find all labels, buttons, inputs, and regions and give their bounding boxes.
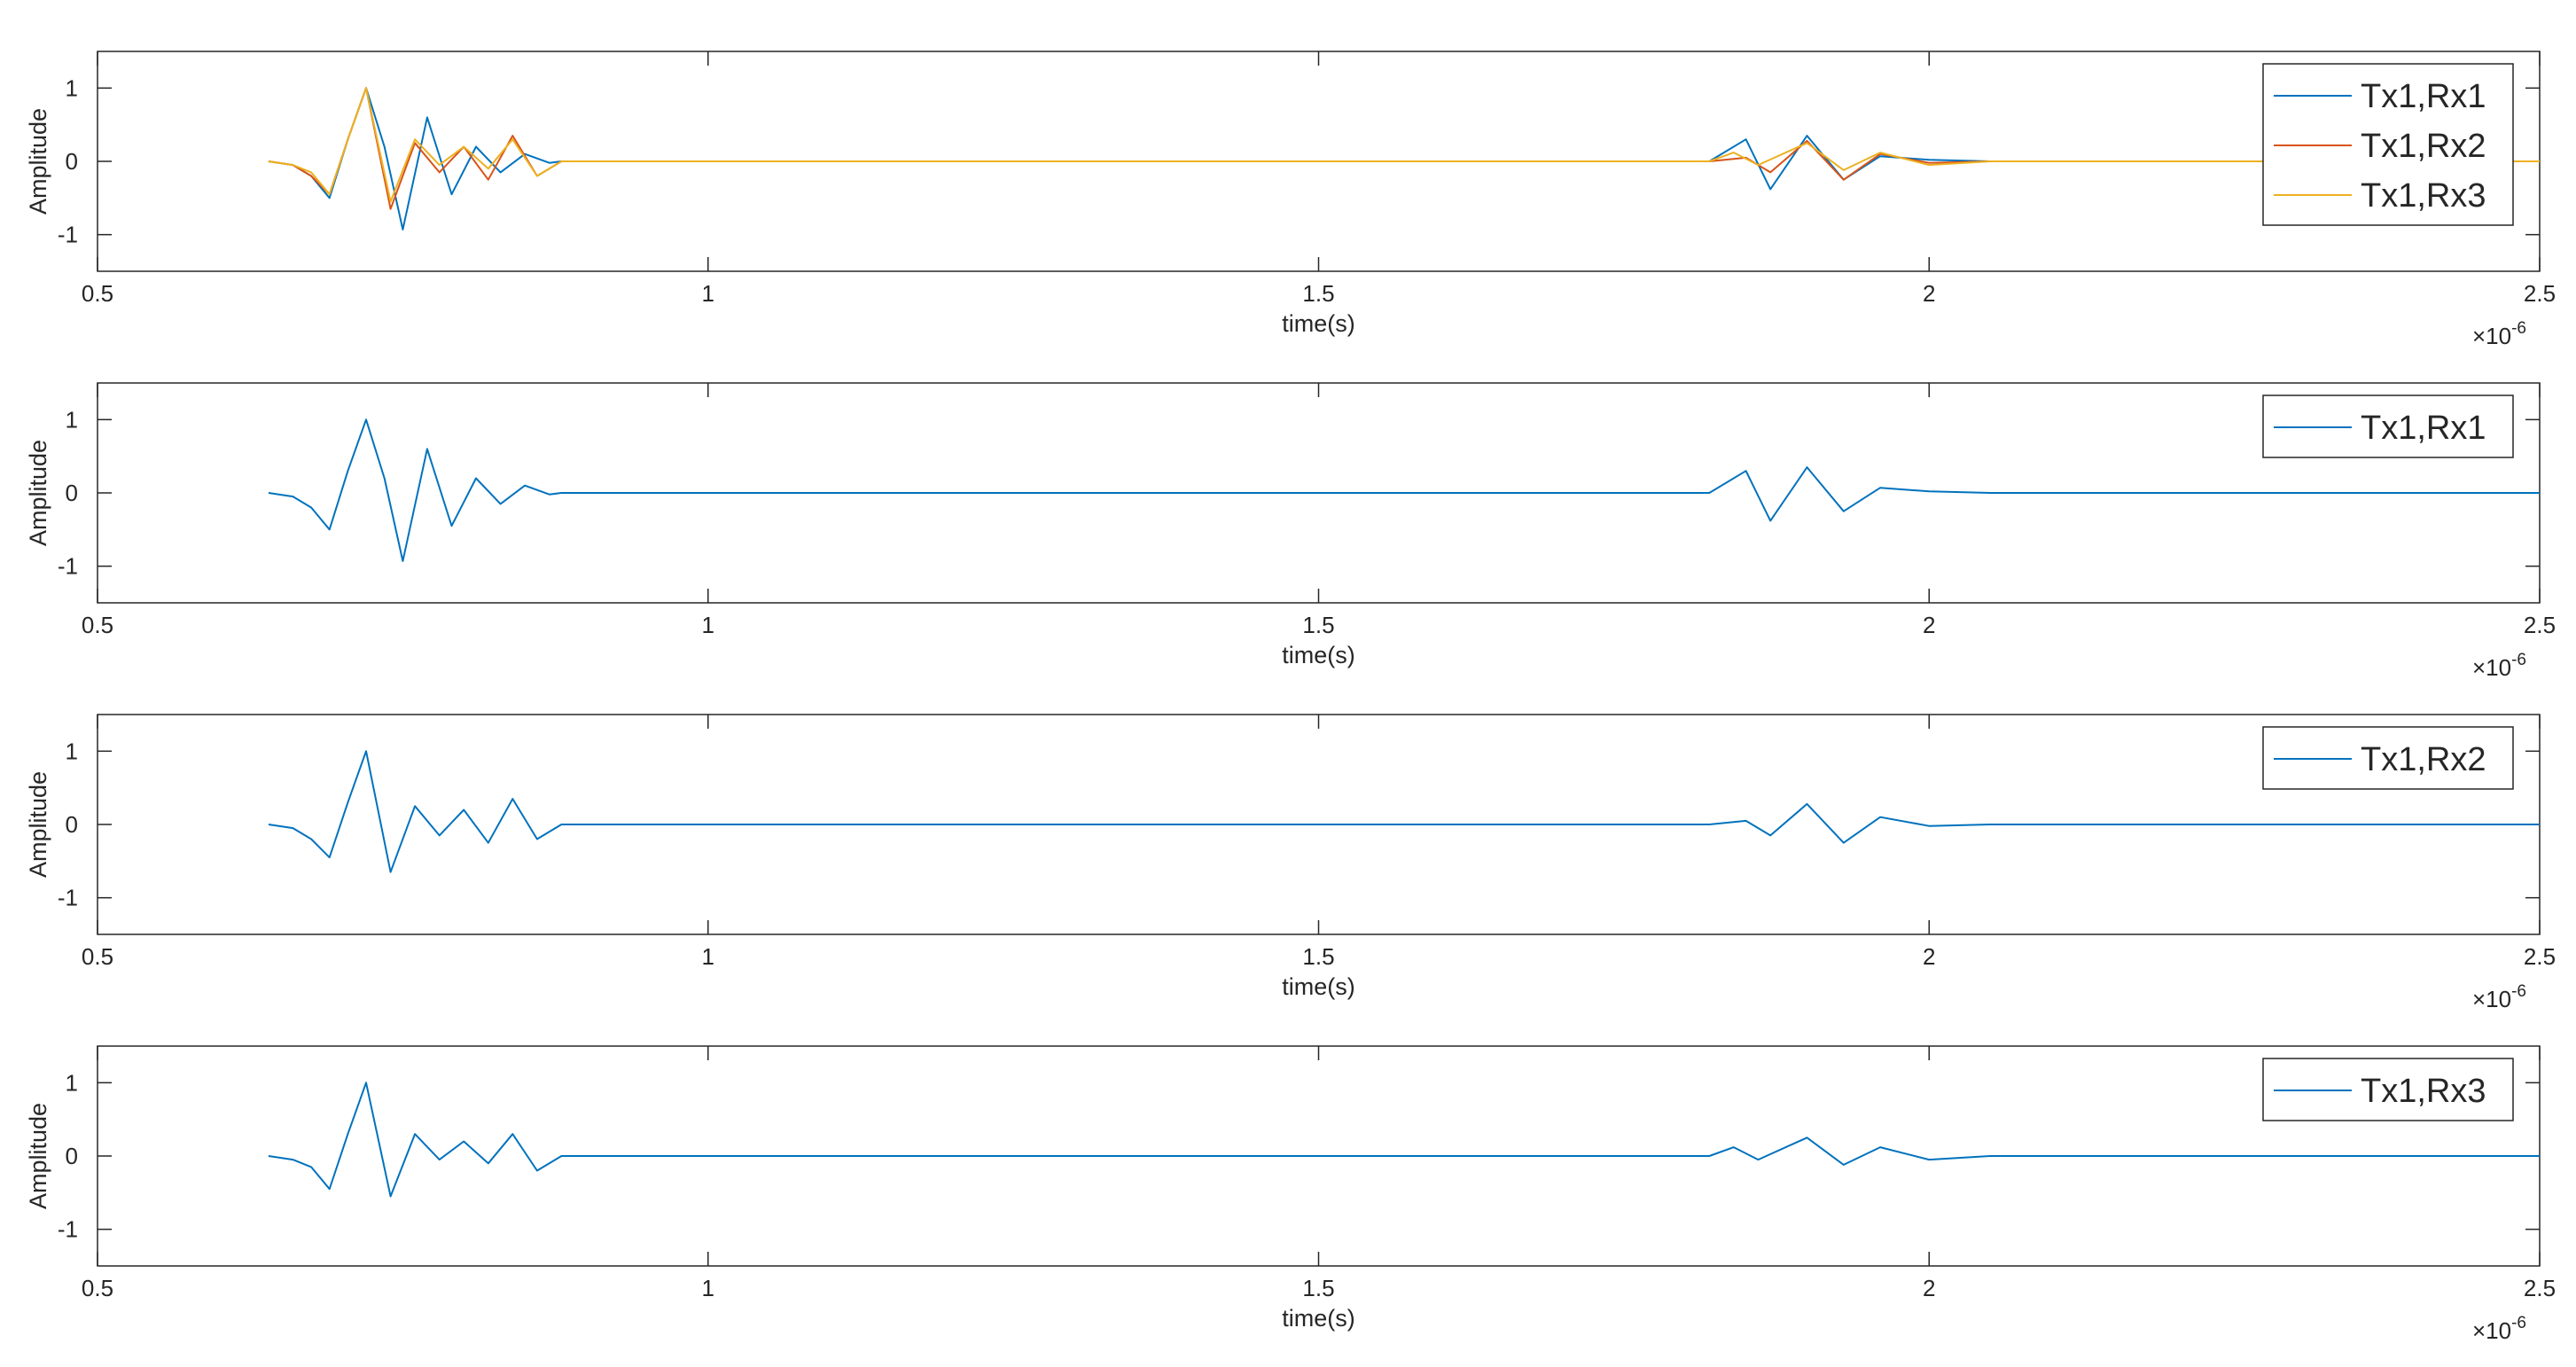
y-tick-label: -1 — [58, 885, 78, 911]
legend: Tx1,Rx3 — [2262, 1058, 2514, 1121]
x-tick-label: 2 — [1923, 612, 1935, 638]
y-tick-label: 1 — [66, 406, 78, 433]
series-line-1 — [268, 750, 2540, 873]
x-tick-label: 1 — [702, 280, 714, 307]
chart-panel-2: 0.5 1 1.5 2 2.5 -1 0 1 time(s) Amplitude ×10-6 Tx1,… — [25, 382, 2556, 681]
x-tick-label: 1 — [702, 612, 714, 638]
x-tick-label: 0.5 — [82, 612, 113, 638]
legend-label: Tx1,Rx1 — [2361, 410, 2486, 447]
x-axis-label: time(s) — [1282, 642, 1355, 668]
x-exponent-label: ×10-6 — [2472, 319, 2526, 349]
legend-label: Tx1,Rx2 — [2361, 128, 2486, 165]
y-axis-label: Amplitude — [25, 108, 51, 215]
legend-label: Tx1,Rx1 — [2361, 78, 2486, 115]
y-tick-label: -1 — [58, 553, 78, 580]
y-tick-label: 0 — [66, 811, 78, 838]
y-tick-label: 0 — [66, 480, 78, 506]
x-tick-label: 1.5 — [1302, 1275, 1334, 1301]
series-line-1 — [268, 1082, 2540, 1198]
x-axis-label: time(s) — [1282, 1305, 1355, 1332]
x-tick-label: 2.5 — [2524, 612, 2556, 638]
x-exponent-label: ×10-6 — [2472, 1314, 2526, 1344]
y-tick-label: -1 — [58, 222, 78, 248]
x-tick-label: 2.5 — [2524, 280, 2556, 307]
chart-panel-4: 0.5 1 1.5 2 2.5 -1 0 1 time(s) Amplitude ×10-6 Tx1,… — [25, 1045, 2556, 1344]
x-tick-label: 1.5 — [1302, 943, 1334, 970]
legend-label: Tx1,Rx3 — [2361, 1073, 2486, 1110]
legend-label: Tx1,Rx3 — [2361, 177, 2486, 215]
y-axis-label: Amplitude — [25, 440, 51, 546]
y-tick-label: 1 — [66, 1069, 78, 1096]
x-tick-label: 1 — [702, 1275, 714, 1301]
y-tick-label: 0 — [66, 1143, 78, 1169]
x-tick-label: 2.5 — [2524, 1275, 2556, 1301]
legend: Tx1,Rx2 — [2262, 726, 2514, 790]
x-axis-label: time(s) — [1282, 973, 1355, 1000]
x-exponent-label: ×10-6 — [2472, 651, 2526, 681]
y-tick-label: -1 — [58, 1216, 78, 1243]
x-tick-label: 2 — [1923, 1275, 1935, 1301]
x-tick-label: 1.5 — [1302, 612, 1334, 638]
x-tick-label: 1 — [702, 943, 714, 970]
x-tick-label: 2 — [1923, 280, 1935, 307]
chart-panel-1: 0.5 1 1.5 2 2.5 -1 0 1 time(s) Amplitude ×10-6 Tx1,… — [25, 51, 2556, 349]
x-tick-label: 0.5 — [82, 280, 113, 307]
x-tick-label: 0.5 — [82, 943, 113, 970]
series-line-3 — [268, 87, 2540, 203]
y-axis-label: Amplitude — [25, 771, 51, 878]
x-tick-label: 1.5 — [1302, 280, 1334, 307]
y-tick-label: 1 — [66, 74, 78, 101]
y-tick-label: 1 — [66, 738, 78, 764]
x-exponent-label: ×10-6 — [2472, 982, 2526, 1012]
legend: Tx1,Rx1 — [2262, 394, 2514, 458]
x-tick-label: 0.5 — [82, 1275, 113, 1301]
x-tick-label: 2.5 — [2524, 943, 2556, 970]
legend-label: Tx1,Rx2 — [2361, 741, 2486, 778]
x-tick-label: 2 — [1923, 943, 1935, 970]
chart-panel-3: 0.5 1 1.5 2 2.5 -1 0 1 time(s) Amplitude ×10-6 Tx1,… — [25, 714, 2556, 1012]
y-tick-label: 0 — [66, 148, 78, 175]
legend: Tx1,Rx1 Tx1,Rx2 Tx1,Rx3 — [2262, 63, 2514, 226]
series-line-1 — [268, 418, 2540, 562]
y-axis-label: Amplitude — [25, 1103, 51, 1209]
x-axis-label: time(s) — [1282, 310, 1355, 337]
